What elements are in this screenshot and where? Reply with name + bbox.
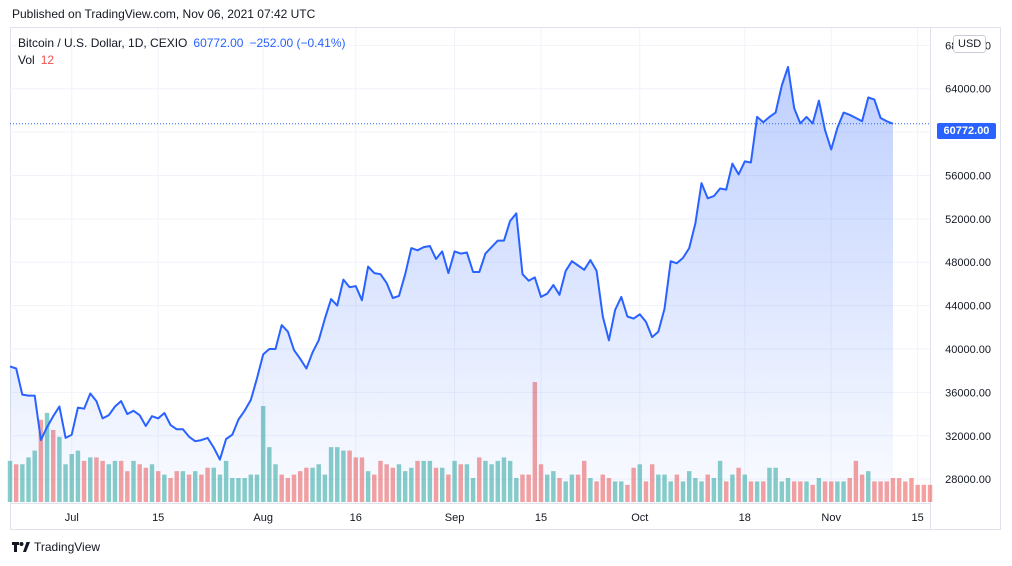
y-tick-label: 40000.00 — [945, 344, 991, 356]
footer-brand[interactable]: TradingView — [12, 540, 100, 554]
volume-value: 12 — [40, 53, 55, 67]
volume-bar — [909, 478, 914, 502]
price-area-fill — [10, 67, 893, 503]
last-price-badge: 60772.00 — [937, 123, 996, 139]
x-tick-label: 15 — [535, 512, 547, 524]
y-tick-label: 56000.00 — [945, 170, 991, 182]
y-axis: 28000.00 32000.00 36000.00 40000.00 44000.00… — [945, 40, 991, 486]
y-tick-label: 64000.00 — [945, 84, 991, 96]
volume-bar — [921, 484, 927, 502]
footer-brand-label: TradingView — [34, 540, 101, 554]
x-tick-label: 18 — [739, 512, 751, 524]
currency-badge[interactable]: USD — [953, 35, 987, 53]
y-tick-label: 28000.00 — [945, 474, 991, 486]
legend-symbol-row: Bitcoin / U.S. Dollar, 1D, CEXIO 60772.00… — [18, 35, 346, 52]
y-tick-label: 48000.00 — [945, 257, 991, 269]
volume-bar — [903, 481, 908, 502]
x-tick-label: Aug — [253, 512, 273, 524]
chart-frame[interactable] — [10, 27, 1001, 530]
price-change: −252.00 (−0.41%) — [249, 36, 346, 50]
y-tick-label: 32000.00 — [945, 431, 991, 443]
volume-bar — [915, 484, 920, 502]
x-tick-label: 15 — [912, 512, 924, 524]
x-tick-label: Oct — [631, 512, 648, 524]
x-tick-label: Jul — [65, 512, 79, 524]
volume-bar — [896, 478, 902, 502]
x-tick-label: 16 — [350, 512, 362, 524]
price-line — [9, 66, 930, 461]
price-line-path — [9, 66, 894, 461]
y-tick-label: 52000.00 — [945, 214, 991, 226]
legend-volume-row: Vol 12 — [18, 52, 346, 69]
chart-legend: Bitcoin / U.S. Dollar, 1D, CEXIO 60772.00… — [18, 35, 346, 69]
symbol-label[interactable]: Bitcoin / U.S. Dollar, 1D, CEXIO — [18, 36, 188, 50]
x-tick-label: Nov — [821, 512, 841, 524]
volume-bar — [927, 484, 933, 502]
last-price: 60772.00 — [193, 36, 244, 50]
x-axis: Jul 15 Aug 16 Sep 15 Oct 18 Nov 15 — [65, 512, 924, 524]
x-tick-label: Sep — [445, 512, 465, 524]
y-tick-label: 44000.00 — [945, 301, 991, 313]
tradingview-logo-icon — [12, 542, 30, 552]
y-tick-label: 36000.00 — [945, 387, 991, 399]
x-tick-label: 15 — [152, 512, 164, 524]
price-area — [10, 67, 893, 503]
volume-label[interactable]: Vol — [18, 53, 35, 67]
published-caption: Published on TradingView.com, Nov 06, 20… — [12, 7, 316, 21]
